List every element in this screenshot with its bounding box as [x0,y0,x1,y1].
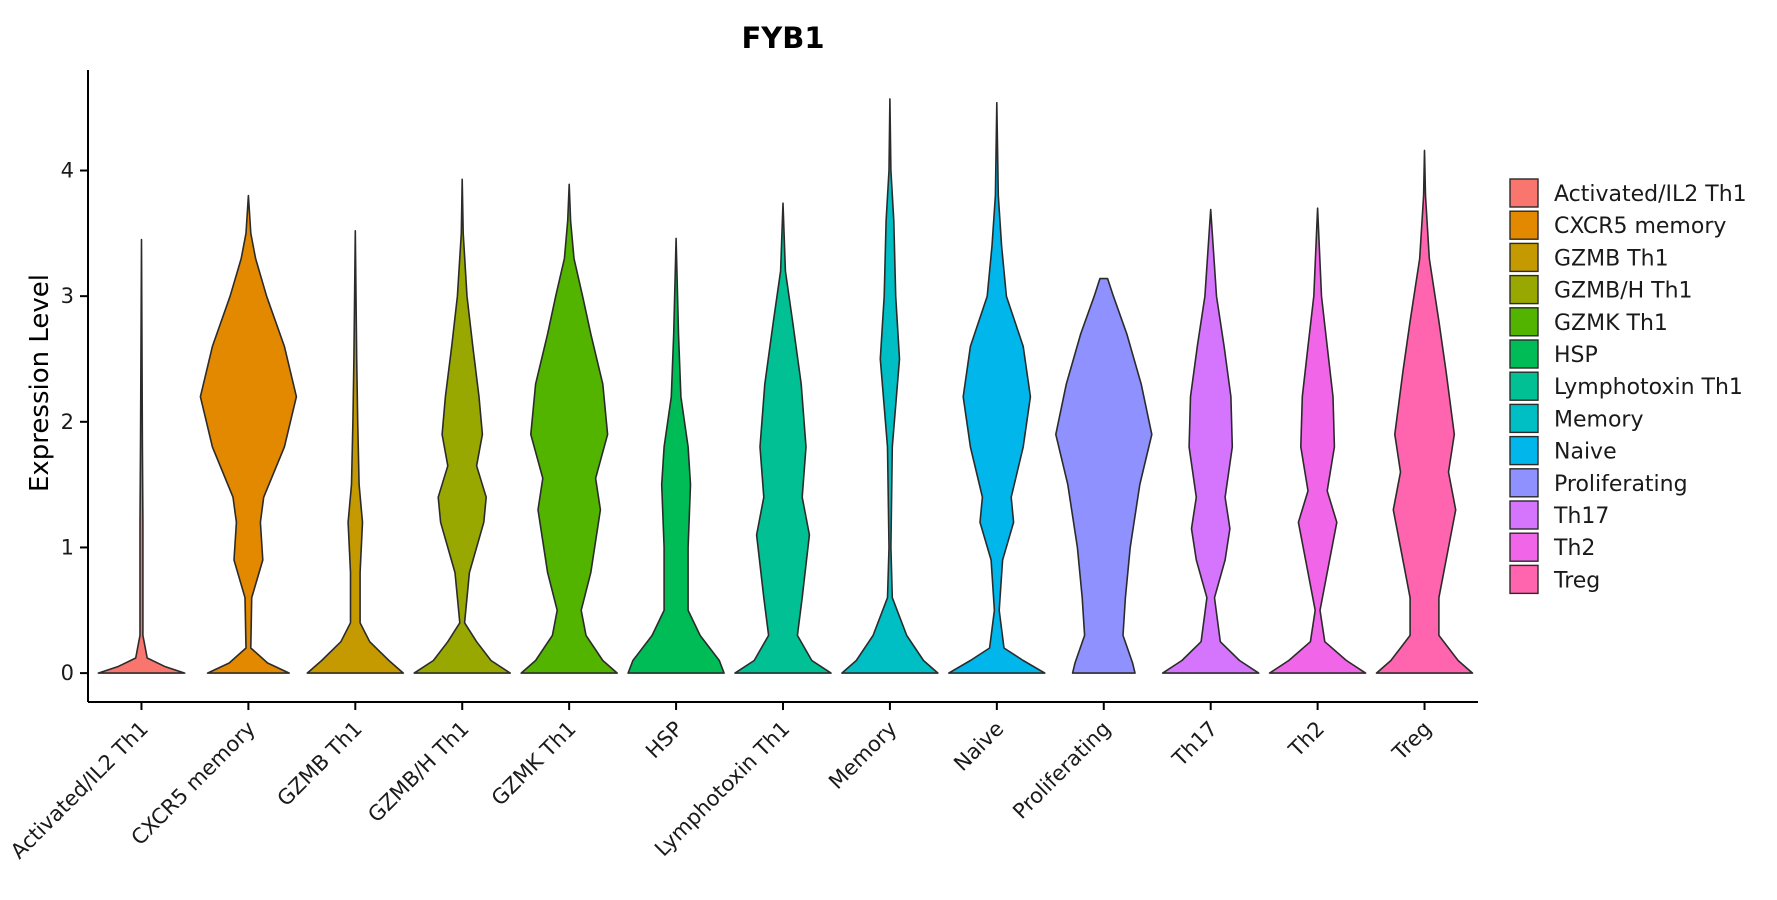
legend-label: Lymphotoxin Th1 [1554,375,1743,400]
legend-item-th17: Th17 [1509,500,1609,530]
violin-gzmb-h-th1 [413,178,511,674]
legend-swatch [1509,178,1539,208]
legend-item-treg: Treg [1509,564,1600,595]
legend-item-cxcr5-memory: CXCR5 memory [1509,210,1726,240]
legend-item-gzmb-h-th1: GZMB/H Th1 [1509,274,1693,305]
y-tick-label: 3 [61,284,74,308]
legend-swatch [1509,500,1539,530]
violin-cxcr5-memory [199,194,298,674]
y-tick-label: 1 [61,535,74,559]
violin-proliferating [1055,277,1153,674]
x-tick-label: Proliferating [1008,717,1115,824]
violin-memory [841,98,939,674]
x-tick-label: GZMB/H Th1 [363,717,473,827]
legend-label: Proliferating [1554,472,1688,497]
legend-swatch [1509,371,1539,401]
legend-label: Naive [1554,440,1617,465]
violins-group [97,98,1474,674]
legend-label: GZMK Th1 [1554,311,1668,336]
legend-label: GZMB Th1 [1554,246,1669,271]
violin-gzmk-th1 [520,183,618,674]
y-axis: 0 1 2 3 4 [61,70,89,702]
legend-item-gzmk-th1: GZMK Th1 [1509,307,1668,337]
legend-item-hsp: HSP [1509,339,1598,369]
legend-swatch [1509,242,1539,273]
legend-item-lymphotoxin-th1: Lymphotoxin Th1 [1509,371,1743,401]
legend-label: Treg [1553,568,1600,593]
legend-swatch [1509,435,1539,466]
chart-title: FYB1 [741,21,824,55]
legend-item-memory: Memory [1509,403,1643,434]
violin-activated-il2-th1 [97,238,186,674]
legend-item-gzmb-th1: GZMB Th1 [1509,242,1669,273]
legend: Activated/IL2 Th1 CXCR5 memory GZMB Th1 GZM… [1509,178,1747,595]
legend-item-activated-il2-th1: Activated/IL2 Th1 [1509,178,1747,208]
y-tick-label: 4 [61,159,74,183]
legend-label: CXCR5 memory [1554,214,1726,239]
legend-swatch [1509,532,1539,562]
y-tick-label: 0 [61,661,74,685]
legend-item-th2: Th2 [1509,532,1595,562]
y-tick-label: 2 [61,410,74,434]
legend-swatch [1509,468,1539,498]
legend-label: Memory [1554,407,1643,432]
x-tick-label: Memory [824,717,901,794]
y-axis-title: Expression Level [25,274,55,492]
x-tick-label: GZMB Th1 [273,717,367,811]
violin-hsp [627,237,725,674]
legend-label: GZMB/H Th1 [1554,279,1693,304]
legend-label: Th2 [1553,536,1595,561]
violin-lymphotoxin-th1 [734,202,832,674]
legend-item-naive: Naive [1509,435,1617,466]
legend-swatch [1509,274,1539,305]
legend-swatch [1509,403,1539,434]
legend-swatch [1509,564,1539,595]
x-tick-label: Activated/IL2 Th1 [6,717,153,864]
violin-gzmb-th1 [306,230,405,674]
x-tick-label: Th2 [1284,717,1330,763]
violin-th17 [1161,208,1260,674]
legend-item-proliferating: Proliferating [1509,468,1688,498]
legend-swatch [1509,210,1539,240]
x-tick-label: Th17 [1167,717,1222,772]
legend-label: Activated/IL2 Th1 [1554,182,1747,207]
legend-swatch [1509,307,1539,337]
legend-swatch [1509,339,1539,369]
violin-th2 [1268,207,1367,674]
violin-naive [948,101,1046,674]
legend-label: Th17 [1553,504,1609,529]
legend-label: HSP [1554,343,1598,368]
x-tick-label: GZMK Th1 [487,717,581,811]
x-tick-label: Naive [949,717,1008,776]
x-tick-label: Treg [1387,717,1436,766]
x-tick-label: HSP [641,717,688,764]
violin-treg [1375,149,1474,674]
